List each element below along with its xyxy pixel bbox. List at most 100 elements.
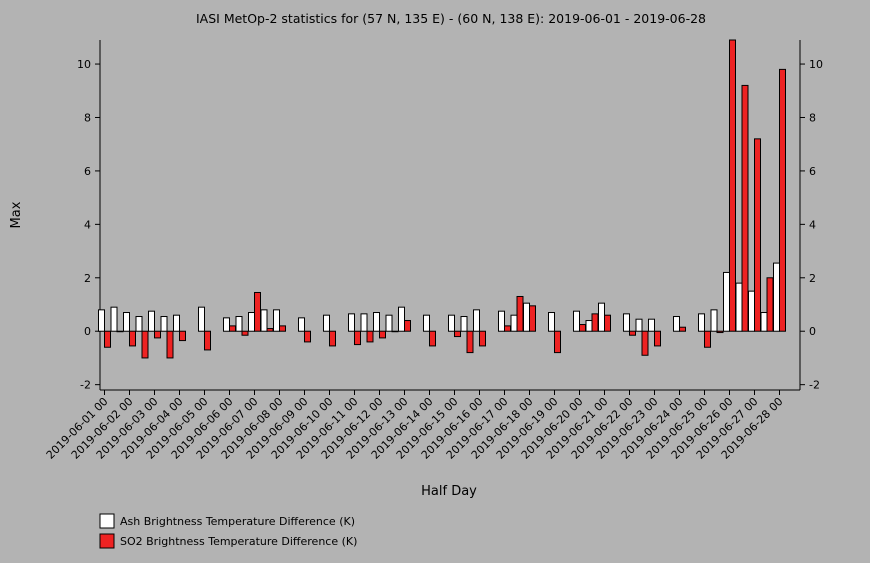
bar-ash	[735, 282, 743, 332]
bar-ash	[385, 314, 393, 332]
y-tick-label-right: -2	[809, 379, 820, 392]
bar-so2	[204, 330, 211, 351]
bar-so2	[554, 330, 561, 354]
bar-so2	[529, 305, 536, 332]
bar-so2	[141, 330, 149, 359]
y-tick-label-right: 6	[809, 165, 816, 178]
bar-so2	[641, 330, 649, 356]
bar-so2	[266, 328, 274, 332]
bar-so2	[329, 330, 336, 347]
bar-ash	[98, 309, 105, 332]
bar-ash	[110, 306, 118, 332]
bar-so2	[604, 314, 611, 332]
bar-ash	[135, 316, 143, 332]
y-tick-label-left: 0	[84, 325, 91, 338]
bar-so2	[391, 330, 399, 333]
y-tick-label-right: 4	[809, 218, 816, 231]
bar-ash	[198, 306, 205, 332]
bar-so2	[579, 324, 586, 332]
y-tick-label-left: -2	[80, 379, 91, 392]
legend: Ash Brightness Temperature Difference (K…	[99, 513, 357, 549]
y-tick-label-left: 8	[84, 111, 91, 124]
bar-so2	[429, 330, 436, 347]
bar-ash	[473, 309, 480, 332]
bar-ash	[248, 312, 255, 332]
bar-so2	[154, 330, 161, 339]
legend-swatch-so2	[99, 533, 115, 549]
bar-so2	[116, 330, 124, 333]
bar-ash	[573, 310, 580, 332]
bar-so2	[229, 325, 236, 332]
bar-so2	[104, 330, 111, 348]
bar-so2	[466, 330, 474, 354]
bar-so2	[479, 330, 486, 347]
bar-ash	[585, 320, 593, 332]
y-tick-label-right: 2	[809, 272, 816, 285]
bar-ash	[760, 312, 768, 332]
bar-so2	[779, 68, 786, 332]
bar-ash	[635, 318, 643, 332]
bar-so2	[704, 330, 711, 348]
bar-ash	[348, 313, 355, 332]
bar-ash	[723, 271, 730, 332]
bar-so2	[366, 330, 374, 343]
bar-so2	[654, 330, 661, 347]
bar-so2	[241, 330, 249, 336]
bar-ash	[648, 318, 655, 332]
bar-ash	[260, 309, 268, 332]
bar-ash	[710, 309, 718, 332]
bar-ash	[298, 317, 305, 332]
y-axis-label: Max	[9, 201, 24, 228]
bar-ash	[548, 312, 555, 332]
bar-ash	[498, 310, 505, 332]
bar-so2	[766, 277, 774, 332]
bar-ash	[673, 316, 680, 332]
bar-so2	[179, 330, 186, 342]
bar-ash	[223, 317, 230, 332]
y-tick-label-right: 0	[809, 325, 816, 338]
bar-so2	[716, 330, 724, 334]
bar-so2	[454, 330, 461, 338]
bars	[98, 39, 786, 359]
bar-ash	[273, 309, 280, 332]
bar-so2	[516, 295, 524, 332]
bar-ash	[510, 314, 518, 332]
bar-ash	[235, 316, 243, 332]
bar-ash	[773, 262, 780, 332]
bar-so2	[354, 330, 361, 346]
bar-ash	[748, 290, 755, 332]
bar-ash	[148, 310, 155, 332]
legend-label-ash: Ash Brightness Temperature Difference (K…	[120, 515, 355, 528]
bar-ash	[448, 314, 455, 332]
y-tick-label-left: 10	[77, 58, 91, 71]
bar-ash	[360, 313, 368, 332]
bar-so2	[129, 330, 136, 347]
y-tick-label-left: 4	[84, 218, 91, 231]
bar-so2	[254, 291, 261, 332]
legend-label-so2: SO2 Brightness Temperature Difference (K…	[120, 535, 357, 548]
bar-so2	[379, 330, 386, 339]
bar-so2	[629, 330, 636, 336]
bar-ash	[698, 313, 705, 332]
bar-so2	[754, 138, 761, 332]
bar-so2	[304, 330, 311, 343]
bar-ash	[123, 312, 130, 332]
bar-ash	[598, 302, 605, 332]
y-tick-label-left: 6	[84, 165, 91, 178]
bar-so2	[279, 325, 286, 332]
bar-ash	[460, 316, 468, 332]
y-tick-label-right: 10	[809, 58, 823, 71]
y-tick-label-left: 2	[84, 272, 91, 285]
bar-ash	[173, 314, 180, 332]
bar-ash	[373, 312, 380, 332]
bar-ash	[160, 316, 168, 332]
bar-so2	[404, 320, 411, 332]
bar-ash	[398, 306, 405, 332]
x-axis-label: Half Day	[421, 484, 477, 499]
bar-ash	[323, 314, 330, 332]
y-ticks: -2 -2 0 0 2 2 4 4 6 6 8 8 10 10	[77, 58, 823, 392]
bar-so2	[741, 84, 749, 332]
legend-swatch-ash	[99, 513, 115, 529]
